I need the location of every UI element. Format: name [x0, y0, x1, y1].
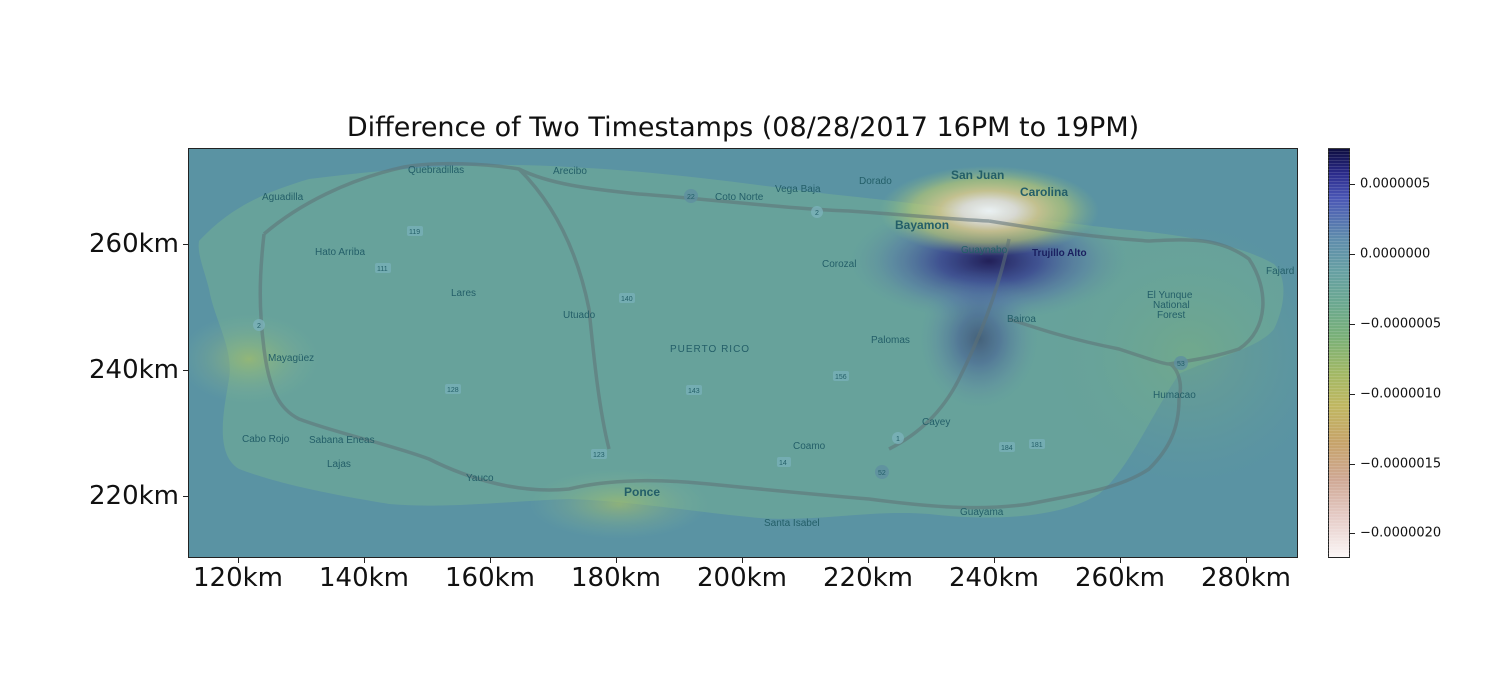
x-tick-label: 180km — [570, 563, 662, 593]
x-tick-label: 140km — [318, 563, 410, 593]
road-shields: 119 111 140 22 2 128 143 156 14 123 1 52… — [253, 189, 1188, 479]
place-label-cabo-rojo: Cabo Rojo — [242, 434, 290, 445]
x-tick-mark — [868, 558, 869, 563]
y-tick-mark — [183, 244, 188, 245]
road-shield: 123 — [593, 452, 605, 459]
place-label-puerto-rico: PUERTO RICO — [670, 344, 750, 355]
x-tick-label: 260km — [1074, 563, 1166, 593]
place-label-carolina: Carolina — [1020, 185, 1068, 199]
colorbar — [1328, 148, 1350, 558]
place-label-cayey: Cayey — [922, 417, 950, 428]
place-label-yauco: Yauco — [466, 473, 494, 484]
place-label-lares: Lares — [451, 288, 476, 299]
x-tick-label: 120km — [192, 563, 284, 593]
y-tick-mark — [183, 370, 188, 371]
x-tick-label: 220km — [822, 563, 914, 593]
road-shield: 140 — [621, 296, 633, 303]
colorbar-tick-label: −0.0000005 — [1360, 316, 1442, 332]
colorbar-tick-mark — [1350, 533, 1355, 534]
highway-lines — [258, 161, 1265, 510]
place-label-quebradillas: Quebradillas — [408, 165, 464, 176]
colorbar-tick-label: 0.0000005 — [1360, 176, 1431, 192]
place-label-bayamon: Bayamon — [895, 218, 949, 232]
x-tick-label: 280km — [1200, 563, 1292, 593]
colorbar-banding — [1328, 148, 1350, 558]
place-label-vega-baja: Vega Baja — [775, 184, 821, 195]
road-shield: 14 — [779, 460, 787, 467]
road-shield: 128 — [447, 387, 459, 394]
colorbar-tick-label: −0.0000010 — [1360, 386, 1442, 402]
place-label-trujillo-alto: Trujillo Alto — [1032, 248, 1087, 259]
road-shield: 22 — [687, 194, 695, 201]
x-tick-mark — [1246, 558, 1247, 563]
road-shield: 52 — [878, 470, 886, 477]
place-label-aguadilla: Aguadilla — [262, 192, 304, 203]
road-shield: 1 — [896, 436, 900, 443]
road-shield: 119 — [409, 229, 420, 236]
colorbar-tick-mark — [1350, 394, 1355, 395]
place-label-national: National — [1153, 300, 1190, 311]
place-label-forest: Forest — [1157, 310, 1186, 321]
colorbar-tick-mark — [1350, 464, 1355, 465]
x-tick-mark — [994, 558, 995, 563]
road-shield: 111 — [377, 266, 388, 273]
chart-title: Difference of Two Timestamps (08/28/2017… — [346, 112, 1140, 143]
x-tick-mark — [616, 558, 617, 563]
place-labels: Aguadilla Quebradillas Arecibo Coto Nort… — [242, 165, 1294, 529]
x-tick-mark — [364, 558, 365, 563]
place-label-lajas: Lajas — [327, 459, 351, 470]
place-label-arecibo: Arecibo — [553, 166, 587, 177]
place-label-humacao: Humacao — [1153, 390, 1196, 401]
colorbar-tick-mark — [1350, 254, 1355, 255]
colorbar-tick-label: −0.0000015 — [1360, 456, 1442, 472]
road-shield: 53 — [1177, 361, 1185, 368]
place-label-bairoa: Bairoa — [1007, 314, 1036, 325]
colorbar-tick-mark — [1350, 184, 1355, 185]
y-tick-label: 220km — [88, 481, 179, 511]
place-label-fajardo: Fajard — [1266, 266, 1294, 277]
place-label-corozal: Corozal — [822, 259, 856, 270]
place-label-mayaguez: Mayagüez — [268, 353, 314, 364]
x-tick-label: 160km — [444, 563, 536, 593]
x-tick-mark — [490, 558, 491, 563]
road-shield: 184 — [1001, 445, 1013, 452]
road-shield: 156 — [835, 374, 847, 381]
place-label-hato-arriba: Hato Arriba — [315, 247, 365, 258]
place-label-san-juan: San Juan — [951, 168, 1004, 182]
place-label-el-yunque: El Yunque — [1147, 290, 1193, 301]
map-plot-area[interactable]: 119 111 140 22 2 128 143 156 14 123 1 52… — [188, 148, 1298, 558]
place-label-palomas: Palomas — [871, 335, 910, 346]
place-label-guaynabo: Guaynabo — [961, 245, 1008, 256]
place-label-utuado: Utuado — [563, 310, 596, 321]
y-tick-label: 260km — [88, 229, 179, 259]
road-shield: 2 — [257, 323, 261, 330]
place-label-sabana-eneas: Sabana Eneas — [309, 435, 375, 446]
x-tick-mark — [238, 558, 239, 563]
colorbar-tick-label: −0.0000020 — [1360, 525, 1442, 541]
colorbar-tick-label: 0.0000000 — [1360, 246, 1431, 262]
x-tick-mark — [742, 558, 743, 563]
place-label-ponce: Ponce — [624, 485, 660, 499]
road-shield: 143 — [688, 388, 700, 395]
map-canvas: 119 111 140 22 2 128 143 156 14 123 1 52… — [189, 149, 1297, 557]
place-label-coamo: Coamo — [793, 441, 826, 452]
y-tick-mark — [183, 496, 188, 497]
place-label-guayama: Guayama — [960, 507, 1004, 518]
place-label-santa-isabel: Santa Isabel — [764, 518, 820, 529]
place-label-dorado: Dorado — [859, 176, 892, 187]
x-tick-label: 240km — [948, 563, 1040, 593]
place-label-coto-norte: Coto Norte — [715, 192, 764, 203]
x-tick-mark — [1120, 558, 1121, 563]
x-tick-label: 200km — [696, 563, 788, 593]
road-shield: 2 — [815, 210, 819, 217]
y-tick-label: 240km — [88, 355, 179, 385]
road-shield: 181 — [1031, 442, 1043, 449]
colorbar-tick-mark — [1350, 324, 1355, 325]
